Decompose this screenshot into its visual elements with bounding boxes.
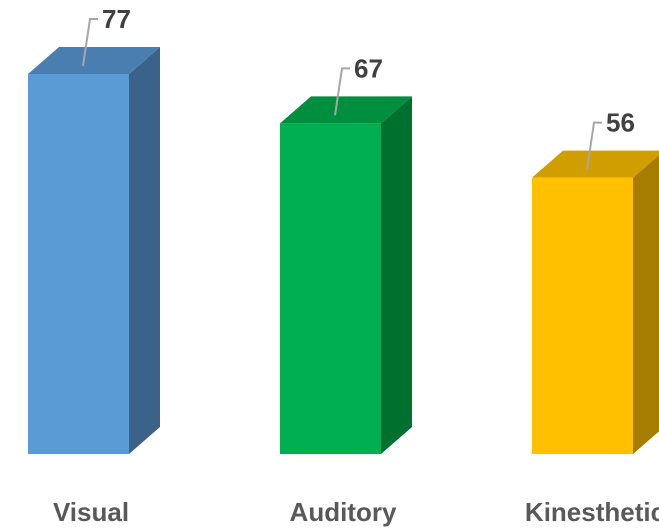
bar-front-face <box>280 123 381 454</box>
data-label-auditory: 67 <box>354 53 383 83</box>
bar-side-face <box>381 96 412 454</box>
data-label-visual: 77 <box>102 4 131 34</box>
bar-auditory: 67 <box>280 53 412 454</box>
bar-visual: 77 <box>28 4 160 454</box>
data-label-kinesthetic: 56 <box>606 108 635 138</box>
bar-kinesthetic: 56 <box>532 108 659 455</box>
bar-top-face <box>28 47 160 74</box>
leader-line <box>82 18 98 67</box>
bar-front-face <box>532 177 633 455</box>
leader-line <box>586 121 602 170</box>
leader-line <box>334 67 350 116</box>
category-label-auditory: Auditory <box>290 497 397 527</box>
category-label-visual: Visual <box>53 497 129 527</box>
bar-front-face <box>28 74 129 454</box>
bar-side-face <box>129 47 160 454</box>
bar-side-face <box>633 154 659 454</box>
bar-top-face <box>280 96 412 124</box>
category-label-kinesthetic: Kinesthetic <box>525 497 659 527</box>
bar-top-face <box>532 150 659 178</box>
